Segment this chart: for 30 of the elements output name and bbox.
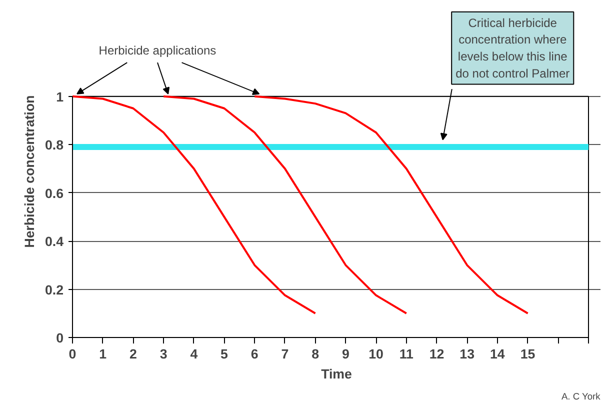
x-tick-label: 11	[399, 346, 414, 362]
x-tick-label: 7	[281, 346, 289, 362]
x-tick-label: 3	[160, 346, 168, 362]
x-axis-title: Time	[321, 366, 352, 382]
y-tick-label: 0.6	[44, 186, 64, 201]
x-tick-label: 12	[429, 346, 444, 362]
x-tick-label: 1	[99, 346, 108, 362]
x-tick-label: 6	[250, 346, 258, 362]
line-series	[254, 95, 529, 314]
x-tick-label: 13	[460, 346, 475, 362]
x-tick-label: 4	[190, 346, 198, 362]
y-tick-label: 0.8	[44, 138, 64, 153]
x-tick-label: 8	[312, 346, 320, 362]
y-tick-label: 0.2	[44, 282, 64, 298]
y-tick-label: 0	[56, 330, 64, 346]
x-tick-label: 5	[220, 346, 229, 362]
x-tick-label: 15	[520, 346, 536, 362]
y-tick-label: 1	[56, 89, 64, 104]
text: Herbicide applications	[98, 44, 216, 58]
line-series	[72, 95, 316, 314]
ref-line-label: Critical herbicide concentration where levels below this line do not control Palmer	[456, 16, 570, 80]
y-tick-label: 0.4	[44, 234, 64, 250]
x-tick-label: 9	[342, 346, 350, 362]
x-tick-label: 10	[368, 346, 384, 362]
y-axis-title: Herbicide concentration	[22, 95, 37, 248]
x-tick-label: 14	[490, 346, 506, 362]
line-series	[162, 95, 408, 314]
x-tick-label: 2	[130, 346, 137, 362]
text: A. C York	[561, 392, 601, 402]
x-tick-label: 0	[68, 346, 76, 362]
